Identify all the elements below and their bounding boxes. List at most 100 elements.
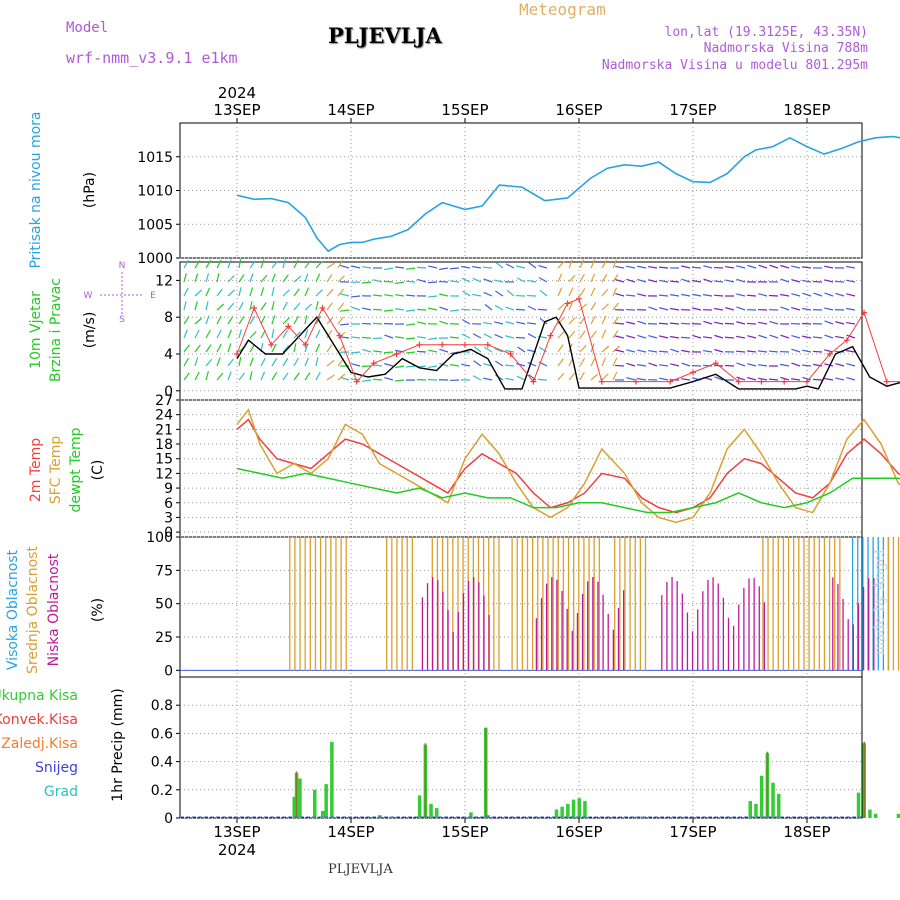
wind-barb (824, 265, 834, 269)
x-year-bottom: 2024 (218, 841, 256, 859)
y-tick-label: 25 (155, 630, 173, 646)
wind-barb (260, 274, 268, 283)
wind-barb (626, 349, 636, 353)
wind-barb (692, 307, 702, 311)
wind-barb (637, 293, 647, 297)
conv-precip-bar (766, 751, 769, 818)
wind-barb (483, 321, 493, 325)
wind-barb (427, 281, 438, 284)
wind-barb (637, 320, 647, 325)
wind-barb (194, 344, 201, 353)
wind-barb (834, 280, 845, 283)
sfc-temp-ylabel: SFC Temp (48, 436, 64, 505)
wind-gust-marker (781, 378, 788, 385)
y-tick-label: 0.4 (151, 755, 173, 771)
wind-barb (337, 316, 344, 325)
wind-barb (626, 362, 636, 367)
wind-barb (601, 329, 607, 339)
wind-barb (612, 274, 619, 283)
wind-barb (282, 344, 290, 353)
wind-barb (293, 288, 300, 297)
wind-barb (714, 348, 724, 353)
wind-barb (568, 259, 574, 269)
wind-barb (271, 358, 278, 367)
wind-barb (395, 294, 405, 297)
wind-barb (216, 372, 224, 381)
wind-barb (579, 288, 586, 297)
wind-barb (304, 260, 311, 269)
wind-barb (483, 377, 493, 381)
wind-barb (714, 376, 724, 381)
wind-gust-marker (484, 341, 491, 348)
wind-barb (326, 374, 335, 381)
wind-barb (238, 274, 245, 283)
y-tick-label: 0.8 (151, 698, 173, 714)
wind-barb (406, 267, 416, 270)
wind-barb (461, 318, 471, 325)
wind-barb (725, 265, 735, 269)
wind-barb (579, 344, 587, 353)
wind-barb (351, 306, 361, 311)
wind-barb (337, 259, 344, 269)
wind-barb (516, 265, 526, 269)
wind-barb (659, 307, 669, 311)
total-precip-bar (577, 798, 581, 818)
wind-barb (183, 316, 190, 325)
wind-barb (405, 280, 416, 283)
wind-barb (405, 323, 416, 326)
wind-barb (648, 306, 658, 311)
wind-barb (780, 293, 790, 297)
wind-barb (527, 333, 537, 339)
wind-barb (350, 295, 361, 298)
wind-barb (703, 320, 713, 325)
wind-barb (780, 306, 790, 311)
wind-barb (590, 373, 599, 381)
wind-barb (384, 377, 394, 381)
wind-barb (249, 371, 253, 381)
wind-barb (614, 322, 625, 325)
legend-conv-precip: Konvek.Kisa (0, 712, 78, 728)
wind-barb (473, 360, 482, 367)
wind-barb (648, 265, 658, 269)
wind-barb (538, 264, 548, 269)
y-tick-label: 0 (164, 525, 173, 541)
wind-barb (557, 372, 565, 381)
wind-barb (417, 278, 427, 283)
wind-barb (813, 292, 823, 297)
wind-barb (383, 280, 394, 283)
wind-barb (304, 303, 313, 311)
wind-barb (658, 294, 669, 297)
wind-barb (791, 265, 801, 269)
wind-barb (637, 349, 647, 353)
wind-barb (802, 335, 812, 339)
wind-barb (227, 316, 234, 325)
y-tick-label: 9 (164, 481, 173, 497)
wind-barb (183, 329, 188, 339)
wind-barb (315, 371, 321, 381)
x-tick-label-top: 15SEP (441, 101, 488, 119)
wind-barb (484, 346, 493, 353)
wind-barb (579, 303, 587, 311)
wind-barb (483, 363, 493, 367)
x-tick-label-top: 17SEP (669, 101, 716, 119)
wind-barb (659, 335, 669, 339)
wind-barb (659, 279, 669, 283)
wind-barb (747, 264, 757, 269)
wind-barb (505, 321, 515, 325)
wind-barb (692, 279, 702, 283)
wind-barb (637, 334, 647, 339)
total-precip-bar (321, 810, 325, 818)
compass-south-label: S (119, 315, 125, 325)
wind-barb (626, 335, 636, 339)
wind-barb (260, 371, 266, 381)
total-precip-bar (896, 813, 900, 818)
wind-barb (626, 278, 636, 283)
total-precip-bar (330, 741, 334, 818)
wind-barb (791, 307, 801, 311)
wind-barb (769, 320, 779, 325)
y-tick-label: 1000 (137, 251, 173, 267)
wind-barb (472, 333, 482, 339)
wind-barb (703, 294, 713, 297)
wind-barb (384, 294, 394, 297)
